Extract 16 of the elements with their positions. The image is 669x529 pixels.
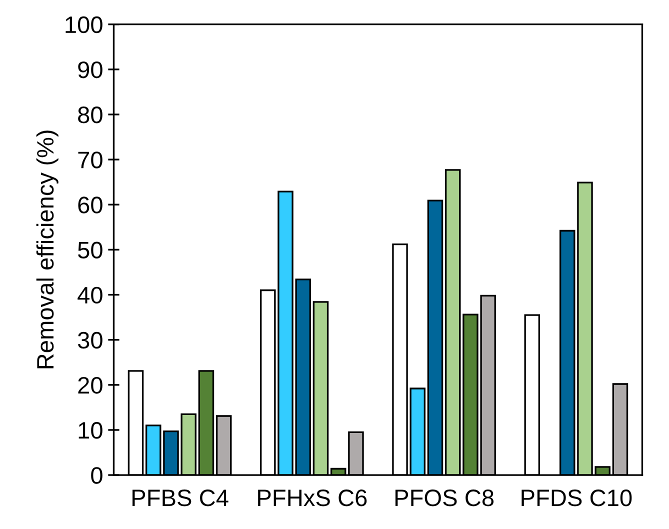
y-axis-title: Removal efficiency (%) xyxy=(36,130,58,368)
y-tick-label: 60 xyxy=(78,196,102,214)
y-tick-label: 50 xyxy=(78,242,102,258)
y-tick-label: 0 xyxy=(91,467,102,484)
x-tick-label: PFHxS C6 xyxy=(258,490,367,506)
y-tick-label: 10 xyxy=(78,422,102,439)
y-tick-label: 90 xyxy=(78,61,102,78)
x-tick-label: PFDS C10 xyxy=(522,490,632,506)
y-tick-label: 40 xyxy=(78,286,102,304)
y-tick-label: 100 xyxy=(66,16,102,34)
x-tick-label: PFOS C8 xyxy=(395,490,494,506)
y-tick-label: 20 xyxy=(78,376,102,394)
y-tick-label: 70 xyxy=(78,152,102,168)
x-tick-label: PFBS C4 xyxy=(132,490,228,506)
y-tick-label: 80 xyxy=(78,106,102,124)
y-tick-label: 30 xyxy=(78,332,102,349)
